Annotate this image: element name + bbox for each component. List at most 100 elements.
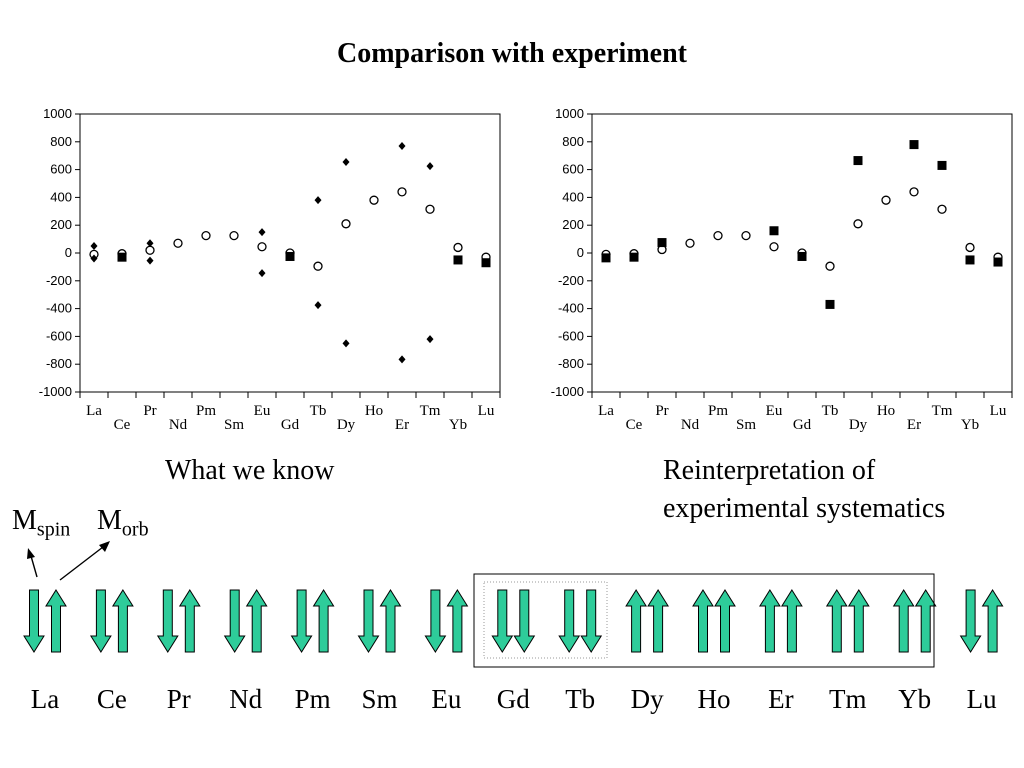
y-tick-label: -600 (558, 328, 584, 343)
element-label-ce: Ce (96, 684, 127, 714)
m-spin-label: Mspin (12, 505, 70, 542)
point-diamond (342, 157, 350, 166)
spin-arrow-eu (424, 589, 447, 653)
orb-arrow-la (45, 589, 67, 653)
m-orb-main: M (97, 505, 122, 536)
x-tick-label-yb: Yb (961, 417, 979, 433)
point-open-circle (173, 238, 183, 248)
spin-arrow-nd (223, 589, 246, 653)
point-diamond (146, 239, 154, 248)
point-open-circle (769, 242, 779, 252)
x-tick-label-nd: Nd (681, 417, 700, 433)
m-orb-label: Morb (97, 505, 149, 542)
x-tick-label-eu: Eu (766, 403, 783, 419)
point-open-circle (425, 204, 435, 214)
point-square (853, 156, 863, 166)
point-open-circle (397, 187, 407, 197)
x-tick-label-eu: Eu (254, 403, 271, 419)
point-open-circle (909, 187, 919, 197)
orb-arrow-ce (111, 589, 134, 653)
point-square (825, 299, 835, 309)
orb-arrow-ho (714, 589, 736, 653)
x-tick-label-pr: Pr (143, 403, 156, 419)
point-diamond (342, 339, 350, 348)
point-diamond (314, 301, 322, 310)
point-open-circle (965, 242, 975, 253)
orb-arrow-sm (379, 589, 402, 653)
x-tick-label-la: La (86, 403, 102, 419)
m-spin-sub: spin (36, 518, 71, 541)
point-open-circle (713, 230, 723, 241)
point-open-circle (341, 219, 351, 229)
x-tick-label-la: La (598, 403, 614, 419)
x-tick-label-gd: Gd (281, 417, 300, 433)
spin-arrow-pr (156, 589, 179, 653)
caption-reinterpretation: Reinterpretation of experimental systema… (663, 455, 946, 524)
y-tick-label: 0 (577, 245, 584, 260)
highlight-box (473, 573, 935, 668)
point-square (117, 252, 127, 262)
x-tick-label-lu: Lu (990, 403, 1007, 419)
point-square (657, 238, 667, 248)
orb-arrow-gd (513, 589, 536, 653)
element-label-yb: Yb (898, 684, 932, 714)
point-diamond (258, 228, 266, 237)
element-label-sm: Sm (361, 684, 398, 714)
m-orb-sub: orb (121, 518, 149, 541)
x-tick-label-ho: Ho (365, 403, 383, 419)
y-tick-label: -1000 (551, 384, 584, 399)
point-diamond (426, 162, 434, 171)
orb-arrow-nd (245, 589, 268, 653)
y-tick-label: 800 (50, 134, 72, 149)
y-tick-label: -400 (46, 301, 72, 316)
point-open-circle (201, 230, 211, 241)
point-diamond (146, 256, 154, 265)
spin-arrow-tm (825, 589, 848, 653)
element-label-la: La (30, 684, 60, 714)
y-tick-label: 1000 (555, 106, 584, 121)
x-tick-label-pm: Pm (196, 403, 216, 419)
x-tick-label-tb: Tb (822, 403, 839, 419)
point-diamond (398, 355, 406, 364)
point-open-circle (937, 204, 947, 214)
point-open-circle (257, 242, 267, 252)
m-spin-main: M (12, 505, 37, 536)
point-open-circle (685, 238, 695, 248)
point-diamond (90, 242, 98, 251)
spin-arrow-dy (625, 589, 648, 653)
orb-arrow-tm (847, 589, 870, 653)
spin-arrow-yb (892, 589, 915, 653)
orb-arrow-pr (178, 589, 201, 653)
point-square (937, 160, 947, 170)
orb-pointer-line (59, 546, 104, 581)
element-label-pm: Pm (294, 684, 331, 714)
x-tick-label-er: Er (907, 417, 921, 433)
gd-tb-dotted-box (483, 581, 608, 659)
x-tick-label-tb: Tb (310, 403, 327, 419)
element-label-ho: Ho (697, 684, 731, 714)
caption-what-we-know: What we know (165, 455, 335, 486)
y-tick-label: 0 (65, 245, 72, 260)
x-tick-label-dy: Dy (849, 417, 868, 433)
element-label-eu: Eu (431, 684, 462, 714)
y-tick-label: -600 (46, 328, 72, 343)
point-square (481, 258, 491, 268)
x-tick-label-ce: Ce (626, 417, 643, 433)
point-square (797, 251, 807, 261)
chart-reinterpretation: 1000 800 600 400 200 0 -200 -400 -600 -800 -1000 La… (551, 106, 1013, 433)
orb-arrow-yb (914, 589, 937, 653)
point-open-circle (881, 195, 891, 205)
orb-arrow-er (780, 589, 803, 653)
orb-arrow-eu (446, 589, 469, 653)
x-tick-label-er: Er (395, 417, 409, 433)
element-label-dy: Dy (630, 684, 664, 714)
point-diamond (398, 141, 406, 150)
point-square (993, 257, 1003, 267)
x-tick-label-gd: Gd (793, 417, 812, 433)
point-open-circle (825, 261, 835, 271)
point-open-circle (369, 195, 379, 205)
orb-arrow-pm (312, 589, 335, 653)
point-open-circle (741, 230, 751, 241)
x-tick-label-pr: Pr (655, 403, 668, 419)
y-tick-label: 600 (50, 162, 72, 177)
